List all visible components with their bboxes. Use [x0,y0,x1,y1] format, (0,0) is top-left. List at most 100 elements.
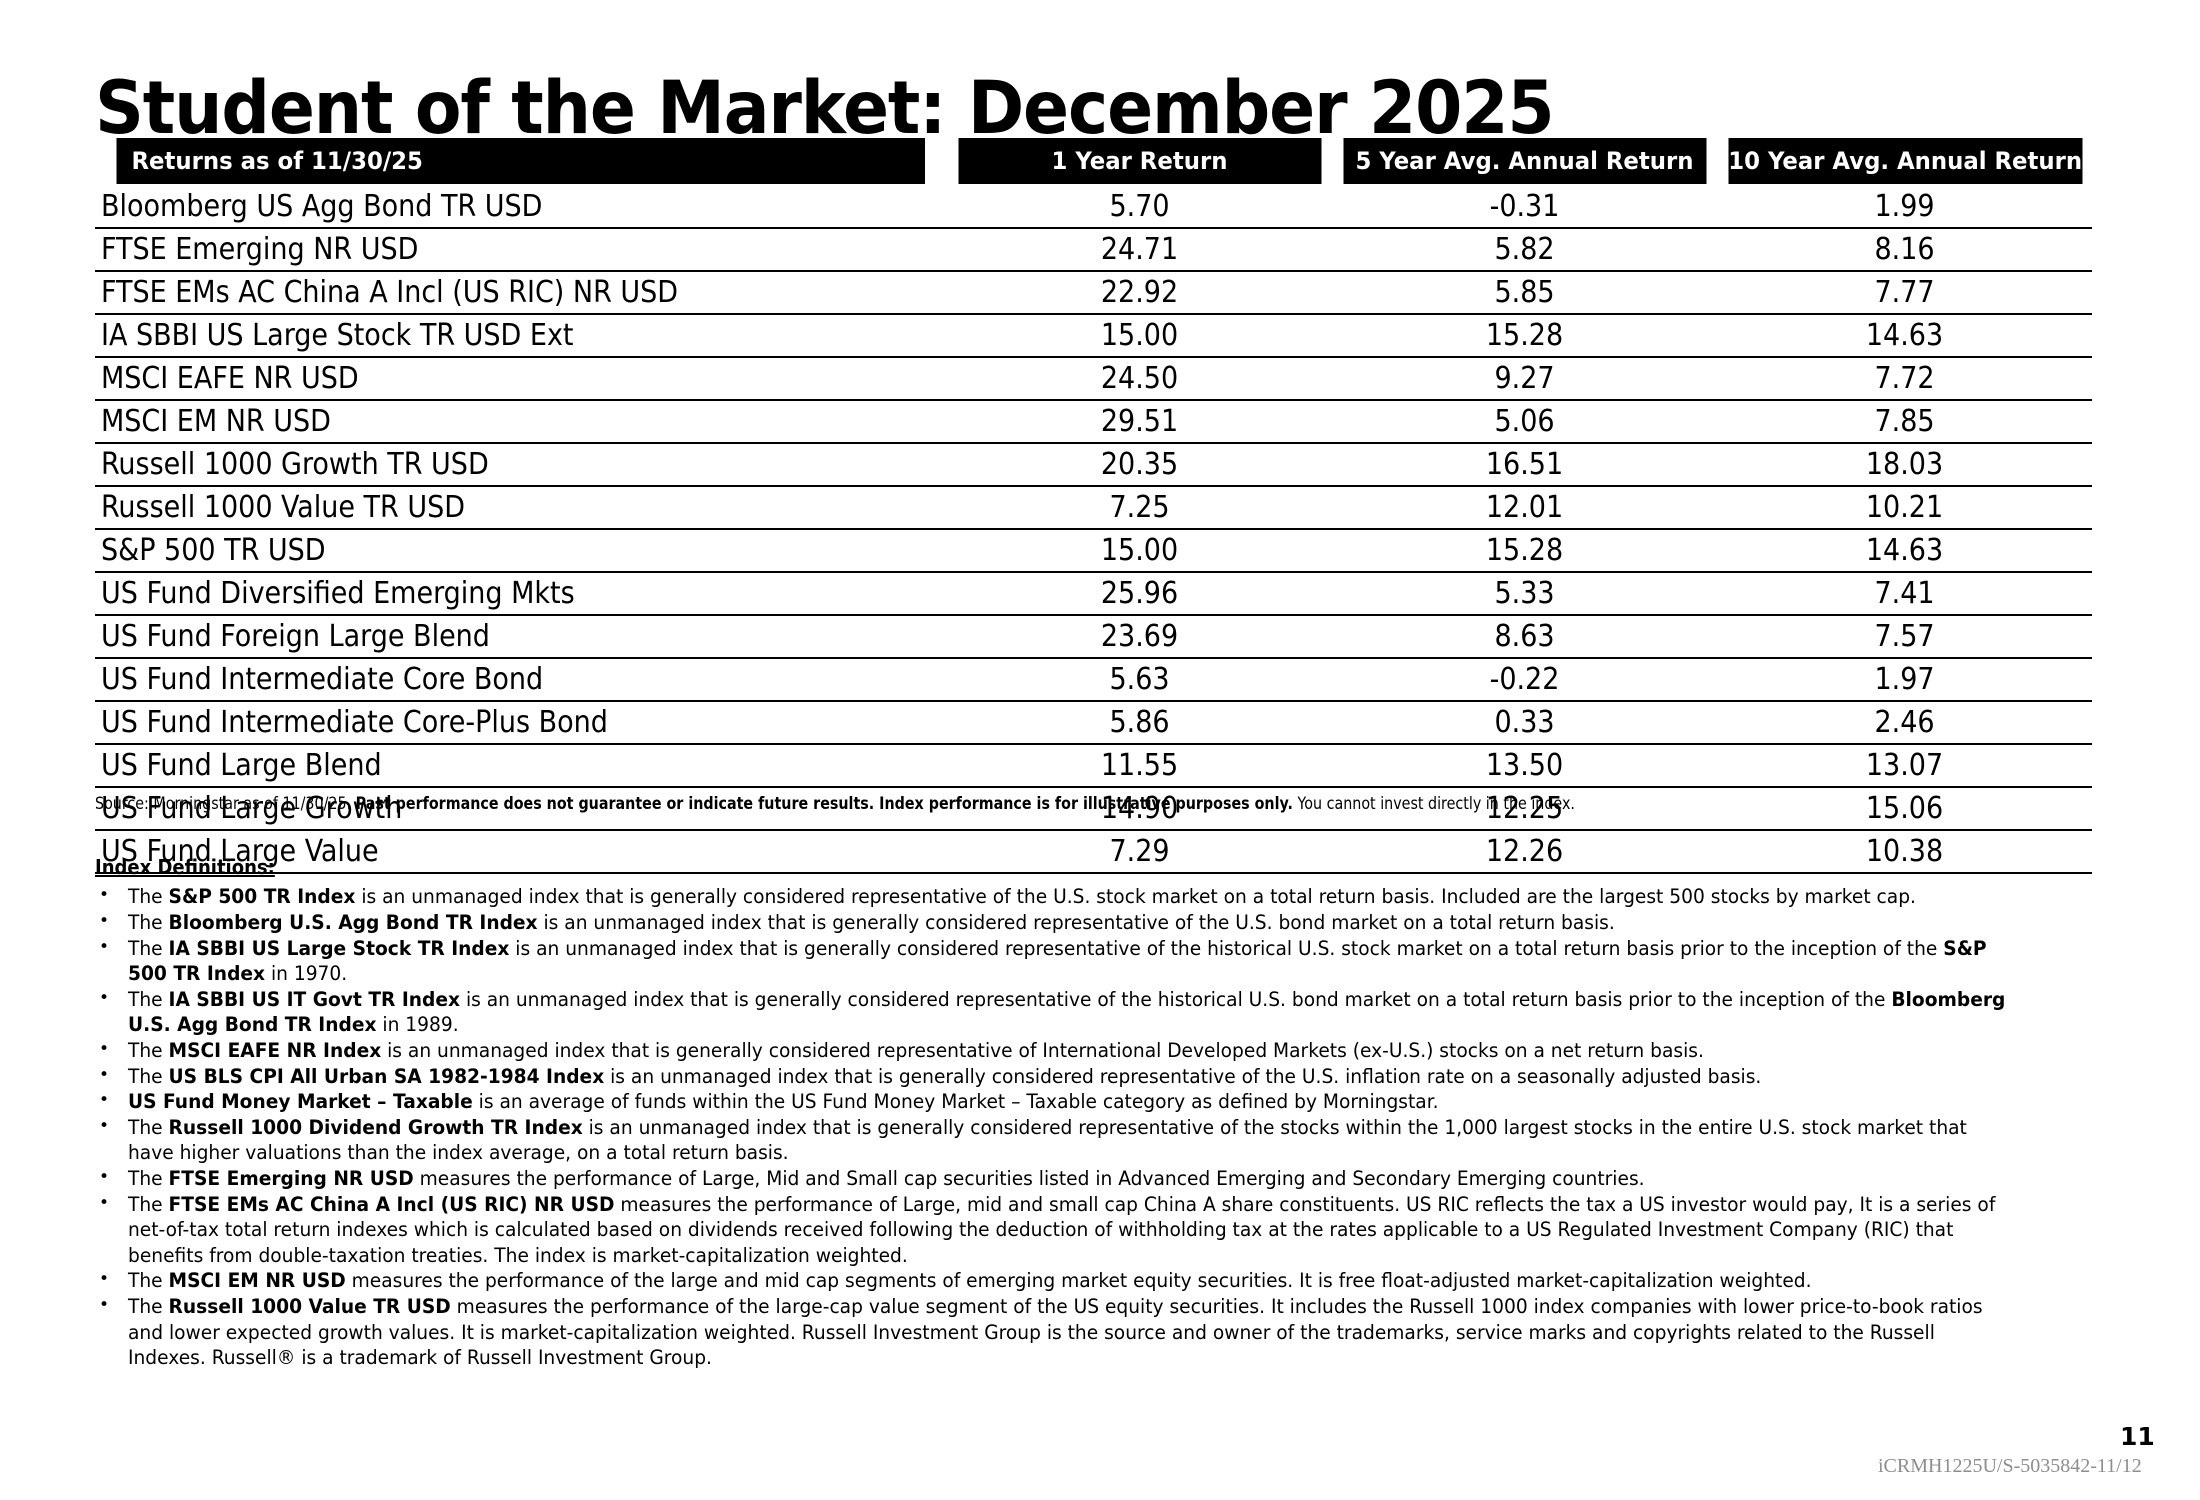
row-label: MSCI EAFE NR USD [95,357,947,401]
definition-item: US Fund Money Market – Taxable is an ave… [95,1088,2105,1114]
row-value-ten-year: 1.99 [1717,184,2092,229]
definition-item: The Russell 1000 Value TR USD measures t… [95,1293,2105,1370]
row-value-one-year: 14.90 [947,787,1332,831]
row-value-ten-year: 18.03 [1717,443,2092,487]
row-value-five-year: 12.26 [1332,830,1717,874]
definition-item: The MSCI EM NR USD measures the performa… [95,1267,2105,1293]
row-value-one-year: 15.00 [947,314,1332,358]
definition-text: The S&P 500 TR Index is an unmanaged ind… [128,885,1916,908]
row-label: S&P 500 TR USD [95,529,947,573]
definition-item: The FTSE Emerging NR USD measures the pe… [95,1165,2105,1191]
row-value-one-year: 15.00 [947,529,1332,573]
table-row: Russell 1000 Growth TR USD 20.35 16.51 18.0… [95,443,2092,487]
row-value-five-year: 16.51 [1332,443,1717,487]
table-row: US Fund Large Value 7.29 12.26 10.38 [95,830,2092,874]
table-row: FTSE EMs AC China A Incl (US RIC) NR USD… [95,271,2092,315]
table-header: Returns as of 11/30/25 1 Year Return 5 Y… [95,138,2092,184]
table-row: Bloomberg US Agg Bond TR USD 5.70 -0.31 1.9… [95,184,2092,229]
definition-item: The FTSE EMs AC China A Incl (US RIC) NR… [95,1191,2105,1268]
row-value-five-year: 12.01 [1332,486,1717,530]
table-row: US Fund Intermediate Core Bond 5.63 -0.22 1… [95,658,2092,702]
page-title: Student of the Market: December 2025 [95,65,1555,151]
row-value-five-year: 12.25 [1332,787,1717,831]
row-value-one-year: 7.25 [947,486,1332,530]
row-value-five-year: 13.50 [1332,744,1717,788]
row-value-one-year: 29.51 [947,400,1332,444]
row-label: US Fund Foreign Large Blend [95,615,947,659]
row-value-one-year: 7.29 [947,830,1332,874]
row-label: Russell 1000 Growth TR USD [95,443,947,487]
row-value-ten-year: 7.41 [1717,572,2092,616]
table-row: S&P 500 TR USD 15.00 15.28 14.63 [95,529,2092,573]
row-value-ten-year: 10.21 [1717,486,2092,530]
column-header-ten-year: 10 Year Avg. Annual Return [1724,138,2083,184]
row-label: US Fund Diversified Emerging Mkts [95,572,947,616]
column-header-five-year: 5 Year Avg. Annual Return [1340,138,1708,184]
row-value-one-year: 23.69 [947,615,1332,659]
row-value-one-year: 24.50 [947,357,1332,401]
row-label: FTSE Emerging NR USD [95,228,947,272]
table-row: US Fund Foreign Large Blend 23.69 8.63 7.57 [95,615,2092,659]
row-value-ten-year: 10.38 [1717,830,2092,874]
row-label: US Fund Intermediate Core-Plus Bond [95,701,947,745]
row-label: US Fund Large Value [95,830,947,874]
row-value-ten-year: 14.63 [1717,314,2092,358]
row-label: Russell 1000 Value TR USD [95,486,947,530]
row-value-five-year: 5.82 [1332,228,1717,272]
definition-text: The IA SBBI US Large Stock TR Index is a… [128,936,1987,985]
table-row: Russell 1000 Value TR USD 7.25 12.01 10.21 [95,486,2092,530]
source-disclaimer: Past performance does not guarantee or i… [355,794,1293,814]
row-value-one-year: 25.96 [947,572,1332,616]
definition-text: US Fund Money Market – Taxable is an ave… [128,1090,1439,1114]
table-row: FTSE Emerging NR USD 24.71 5.82 8.16 [95,228,2092,272]
definition-text: The MSCI EM NR USD measures the performa… [128,1269,1812,1293]
row-value-five-year: 5.33 [1332,572,1717,616]
definition-item: The Bloomberg U.S. Agg Bond TR Index is … [95,909,2105,935]
row-value-five-year: 15.28 [1332,314,1717,358]
row-value-five-year: -0.22 [1332,658,1717,702]
table-row: US Fund Intermediate Core-Plus Bond 5.86 0… [95,701,2092,745]
row-value-five-year: 15.28 [1332,529,1717,573]
row-value-one-year: 5.70 [947,184,1332,229]
definition-text: The FTSE EMs AC China A Incl (US RIC) NR… [128,1193,1996,1267]
row-value-ten-year: 7.57 [1717,615,2092,659]
column-header-name: Returns as of 11/30/25 [116,138,926,184]
row-value-one-year: 11.55 [947,744,1332,788]
table-row: US Fund Diversified Emerging Mkts 25.96 5.… [95,572,2092,616]
source-note: Source: Morningstar as of 11/30/25. Past… [95,793,1575,815]
definition-text: The Bloomberg U.S. Agg Bond TR Index is … [128,910,1615,934]
row-label: FTSE EMs AC China A Incl (US RIC) NR USD [95,271,947,315]
index-definitions-list: The S&P 500 TR Index is an unmanaged ind… [95,883,2105,1371]
row-value-five-year: -0.31 [1332,184,1717,229]
row-label: US Fund Intermediate Core Bond [95,658,947,702]
row-value-one-year: 20.35 [947,443,1332,487]
page-number: 11 [2120,1422,2155,1451]
definition-item: The IA SBBI US Large Stock TR Index is a… [95,935,2105,987]
returns-table: Returns as of 11/30/25 1 Year Return 5 Y… [95,138,2092,874]
row-value-ten-year: 15.06 [1717,787,2092,831]
row-value-one-year: 22.92 [947,271,1332,315]
source-suffix: You cannot invest directly in the index. [1292,794,1575,814]
row-value-one-year: 24.71 [947,228,1332,272]
row-value-ten-year: 13.07 [1717,744,2092,788]
definition-text: The FTSE Emerging NR USD measures the pe… [128,1167,1645,1191]
table-row: IA SBBI US Large Stock TR USD Ext 15.00 15… [95,314,2092,358]
definition-text: The Russell 1000 Value TR USD measures t… [128,1295,1983,1369]
row-value-one-year: 5.63 [947,658,1332,702]
table-row: US Fund Large Blend 11.55 13.50 13.07 [95,744,2092,788]
row-value-ten-year: 1.97 [1717,658,2092,702]
table-row: MSCI EM NR USD 29.51 5.06 7.85 [95,400,2092,444]
row-label: Bloomberg US Agg Bond TR USD [95,184,947,229]
definition-item: The Russell 1000 Dividend Growth TR Inde… [95,1114,2105,1166]
row-label: IA SBBI US Large Stock TR USD Ext [95,314,947,358]
definition-item: The S&P 500 TR Index is an unmanaged ind… [95,883,2105,909]
column-header-one-year: 1 Year Return [955,138,1323,184]
row-value-five-year: 9.27 [1332,357,1717,401]
table-row: MSCI EAFE NR USD 24.50 9.27 7.72 [95,357,2092,401]
definition-text: The MSCI EAFE NR Index is an unmanaged i… [128,1038,1704,1062]
row-value-ten-year: 2.46 [1717,701,2092,745]
definition-text: The IA SBBI US IT Govt TR Index is an un… [128,987,2006,1036]
row-value-ten-year: 7.77 [1717,271,2092,315]
index-definitions-heading: Index Definitions: [95,855,275,879]
